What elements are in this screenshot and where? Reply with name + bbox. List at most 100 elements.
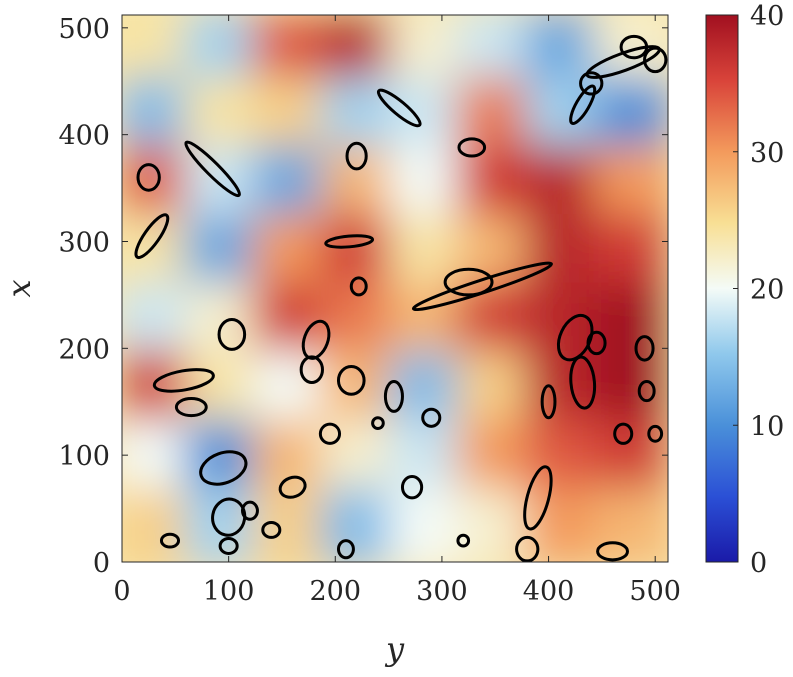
contour-line <box>569 355 597 410</box>
contour-line <box>596 541 629 562</box>
field-cell <box>593 487 668 562</box>
contour-line <box>217 317 247 351</box>
contour-line <box>299 355 324 385</box>
colorbar-tick-label: 30 <box>750 138 784 169</box>
field-cell <box>320 487 401 562</box>
field-cell <box>457 419 538 500</box>
contour-line <box>457 137 487 158</box>
field-cell <box>252 15 333 90</box>
y-tick-label: 200 <box>58 334 110 365</box>
field-cell <box>593 282 668 363</box>
plot-frame <box>121 14 669 563</box>
x-tick-label: 200 <box>310 576 362 607</box>
contour-line <box>400 475 424 500</box>
field-cell <box>122 214 197 295</box>
colorbar-tick-label: 0 <box>750 548 767 579</box>
contour-line <box>569 84 597 125</box>
field-cell <box>184 77 265 158</box>
contour-line <box>134 213 170 260</box>
field-cell <box>184 214 265 295</box>
contour-line <box>345 141 368 171</box>
x-axis-ticks: 0 100 200 300 400 500 <box>113 15 681 607</box>
colorbar-ticks: 0 10 20 30 40 <box>733 1 784 579</box>
field-cell <box>122 487 197 562</box>
field-cell <box>457 350 538 432</box>
contour-line <box>643 46 668 74</box>
contour-line <box>456 533 471 548</box>
x-tick-label: 400 <box>523 576 575 607</box>
contour-line <box>318 422 342 445</box>
contour-line <box>647 424 664 443</box>
contour-line <box>152 368 215 393</box>
field-cell <box>389 282 470 363</box>
contour-line <box>619 34 649 60</box>
y-axis-label: x <box>0 279 38 297</box>
colorbar-tick-label: 40 <box>750 1 784 32</box>
contour-line <box>443 267 494 297</box>
field-cell <box>184 15 265 90</box>
field-cell <box>525 214 606 295</box>
contour-line <box>324 234 375 249</box>
colorbar-tick-label: 10 <box>750 411 784 442</box>
field-cell <box>252 350 333 432</box>
contour-lines <box>134 34 668 562</box>
x-axis-label: y <box>384 630 405 668</box>
field-cell <box>184 419 265 500</box>
x-tick-label: 500 <box>629 576 681 607</box>
contour-line <box>586 330 607 356</box>
plot-area <box>122 15 668 562</box>
field-cell <box>593 214 668 295</box>
field-cell <box>389 487 470 562</box>
contour-line <box>349 276 368 297</box>
contour-line <box>336 539 355 560</box>
field-cell <box>320 214 401 295</box>
y-tick-label: 500 <box>58 14 110 45</box>
x-tick-label: 300 <box>416 576 468 607</box>
contour-line <box>613 422 634 445</box>
colorbar-gradient <box>706 15 738 562</box>
contour-line <box>159 532 181 549</box>
contour-line <box>174 397 208 418</box>
contour-line <box>136 163 161 192</box>
y-tick-label: 0 <box>93 548 110 579</box>
field-cell <box>184 145 265 227</box>
x-tick-label: 100 <box>203 576 255 607</box>
contour-line <box>261 520 282 539</box>
field-cell <box>122 145 197 227</box>
contour-line <box>184 140 241 198</box>
field-cell <box>320 15 401 90</box>
contour-line <box>376 88 422 128</box>
y-tick-label: 100 <box>58 441 110 472</box>
field-cell <box>525 350 606 432</box>
field-cell <box>593 350 668 432</box>
field-cell <box>457 77 538 158</box>
field-cell <box>252 145 333 227</box>
x-tick-label: 0 <box>113 576 130 607</box>
y-tick-label: 300 <box>58 227 110 258</box>
field-cell <box>122 282 197 363</box>
contour-line <box>383 379 404 413</box>
field-cell <box>184 350 265 432</box>
field-cell <box>389 15 470 90</box>
colorbar-tick-label: 20 <box>750 275 784 306</box>
scalar-field <box>122 15 668 562</box>
contour-line <box>336 364 366 396</box>
field-cell <box>457 15 538 90</box>
colorbar: 0 10 20 30 40 <box>705 1 784 579</box>
field-cell <box>593 145 668 227</box>
contour-line <box>371 416 385 430</box>
field-cell <box>122 419 197 500</box>
field-cell <box>320 419 401 500</box>
field-cell <box>525 145 606 227</box>
field-cell <box>389 145 470 227</box>
contour-line <box>218 536 239 555</box>
field-cell <box>525 419 606 500</box>
field-cell <box>122 15 197 90</box>
contour-line <box>634 335 655 362</box>
field-cell <box>457 487 538 562</box>
field-cell <box>593 77 668 158</box>
field-cell <box>457 145 538 227</box>
field-cell <box>252 77 333 158</box>
contour-line <box>211 497 247 537</box>
